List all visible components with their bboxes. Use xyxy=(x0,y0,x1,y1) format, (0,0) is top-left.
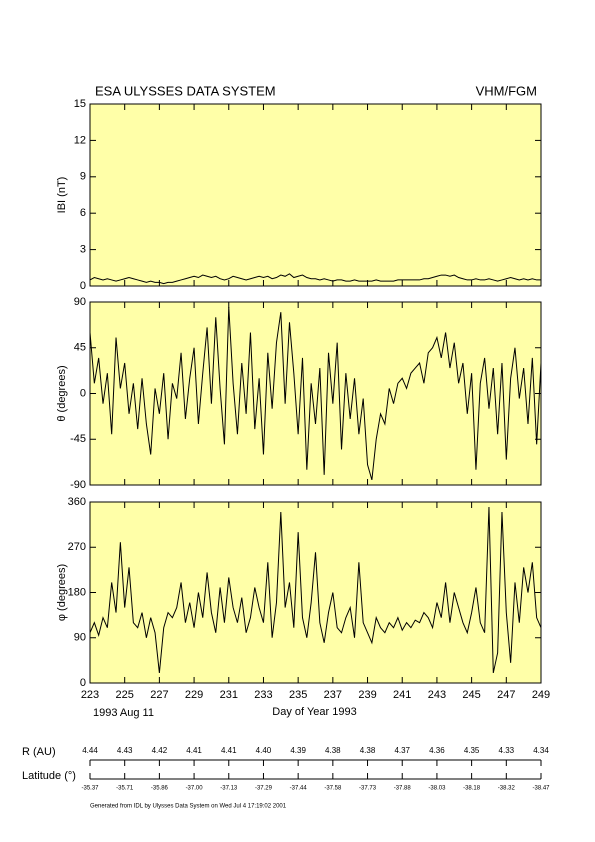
r-value: 4.41 xyxy=(221,746,237,755)
lat-value: -38.18 xyxy=(463,786,481,792)
data-line xyxy=(89,507,542,674)
x-tick-label: 229 xyxy=(185,689,203,701)
r-value: 4.37 xyxy=(394,746,410,755)
x-tick-label: 239 xyxy=(358,689,376,701)
r-value: 4.38 xyxy=(360,746,376,755)
lat-value: -37.88 xyxy=(394,786,412,792)
lat-value: -37.00 xyxy=(186,786,204,792)
y-axis-label: θ (degrees) xyxy=(56,365,68,421)
r-value: 4.38 xyxy=(325,746,341,755)
instrument: VHM/FGM xyxy=(476,83,537,98)
y-tick-label: 12 xyxy=(74,134,86,146)
y-tick-label: 90 xyxy=(74,296,86,308)
y-tick-label: 6 xyxy=(80,207,86,219)
x-tick-label: 241 xyxy=(393,689,411,701)
y-tick-label: 3 xyxy=(80,244,86,256)
lat-value: -37.73 xyxy=(359,786,377,792)
x-axis-label: Day of Year 1993 xyxy=(272,706,356,718)
lat-value: -35.37 xyxy=(81,786,99,792)
y-tick-label: -90 xyxy=(70,479,86,491)
y-tick-label: 15 xyxy=(74,98,86,110)
lat-value: -37.13 xyxy=(220,786,238,792)
lat-value: -37.58 xyxy=(324,786,342,792)
x-tick-label: 235 xyxy=(289,689,307,701)
r-value: 4.41 xyxy=(186,746,202,755)
x-tick-label: 233 xyxy=(254,689,272,701)
y-tick-label: 270 xyxy=(68,541,86,553)
r-label: R (AU) xyxy=(22,746,56,758)
r-value: 4.40 xyxy=(256,746,272,755)
r-value: 4.33 xyxy=(499,746,515,755)
y-axis-label: φ (degrees) xyxy=(56,564,68,621)
data-line xyxy=(89,307,542,481)
plot-area xyxy=(89,301,542,486)
r-value: 4.42 xyxy=(152,746,168,755)
y-tick-label: 0 xyxy=(80,387,86,399)
lat-value: -37.44 xyxy=(290,786,308,792)
x-tick-label: 249 xyxy=(532,689,550,701)
r-value: 4.35 xyxy=(464,746,480,755)
y-tick-label: 45 xyxy=(74,342,86,354)
x-tick-label: 237 xyxy=(324,689,342,701)
x-tick-label: 243 xyxy=(428,689,446,701)
x-tick-label: 245 xyxy=(462,689,480,701)
x-tick-label: 225 xyxy=(116,689,134,701)
data-line xyxy=(89,273,541,285)
y-tick-label: -45 xyxy=(70,433,86,445)
y-tick-label: 0 xyxy=(80,677,86,689)
start-date: 1993 Aug 11 xyxy=(93,707,154,719)
y-tick-label: 90 xyxy=(74,632,86,644)
y-tick-label: 180 xyxy=(68,586,86,598)
lat-value: -38.03 xyxy=(428,786,446,792)
lat-label: Latitude (°) xyxy=(22,770,76,782)
x-tick-label: 227 xyxy=(150,689,168,701)
lat-value: -38.47 xyxy=(532,786,550,792)
x-tick-label: 231 xyxy=(220,689,238,701)
r-value: 4.44 xyxy=(82,746,98,755)
lat-value: -35.71 xyxy=(116,786,134,792)
title: ESA ULYSSES DATA SYSTEM xyxy=(95,83,276,98)
r-value: 4.36 xyxy=(429,746,445,755)
footer: Generated from IDL by Ulysses Data Syste… xyxy=(90,804,287,810)
y-tick-label: 9 xyxy=(80,171,86,183)
r-value: 4.43 xyxy=(117,746,133,755)
lat-value: -38.32 xyxy=(498,786,516,792)
lat-value: -35.86 xyxy=(151,786,169,792)
plot-area xyxy=(89,103,542,287)
r-value: 4.34 xyxy=(533,746,549,755)
y-axis-label: IBI (nT) xyxy=(56,177,68,214)
x-tick-label: 223 xyxy=(81,689,99,701)
r-value: 4.39 xyxy=(290,746,306,755)
x-tick-label: 247 xyxy=(497,689,515,701)
y-tick-label: 0 xyxy=(80,280,86,292)
lat-value: -37.29 xyxy=(255,786,273,792)
y-tick-label: 360 xyxy=(68,496,86,508)
